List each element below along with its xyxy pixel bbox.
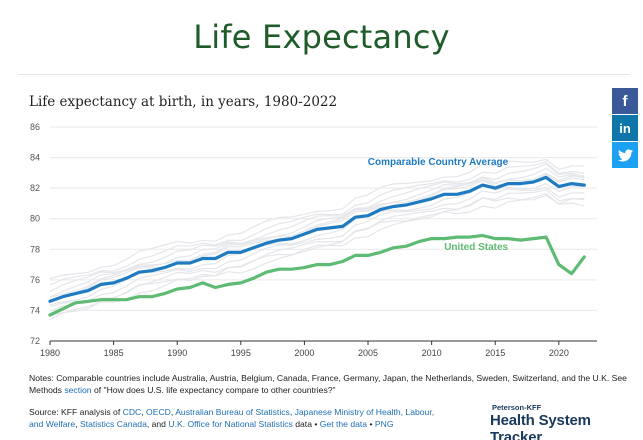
x-tick-label: 2015 xyxy=(485,348,505,358)
methods-section-link[interactable]: section xyxy=(64,385,92,395)
comparable-country-line xyxy=(49,174,585,301)
page-title: Life Expectancy xyxy=(193,18,450,56)
x-tick-label: 1985 xyxy=(104,348,124,358)
divider xyxy=(18,74,630,75)
series-label-united-states: United States xyxy=(444,242,508,253)
brand-logo[interactable]: Peterson-KFF Health System Tracker xyxy=(490,403,630,440)
comparable-country-line xyxy=(49,158,585,280)
comparable-country-line xyxy=(49,172,585,298)
y-tick-label: 84 xyxy=(30,153,40,163)
comparable-country-line xyxy=(49,192,585,321)
brand-small: Peterson-KFF xyxy=(492,403,542,412)
source-link-abs[interactable]: Australian Bureau of Statistics xyxy=(175,407,290,417)
comparable-country-line xyxy=(49,189,585,312)
facebook-icon: f xyxy=(622,92,628,110)
get-data-link[interactable]: Get the data xyxy=(319,419,368,429)
png-download-link[interactable]: PNG xyxy=(374,419,394,429)
series-label-comparable-average: Comparable Country Average xyxy=(368,157,509,168)
x-tick-label: 1990 xyxy=(167,348,187,358)
source-link-statcan[interactable]: Statistics Canada xyxy=(79,419,147,429)
chart-title: Life expectancy at birth, in years, 1980… xyxy=(29,94,338,110)
source-link-oecd[interactable]: OECD xyxy=(146,407,171,417)
facebook-share-button[interactable]: f xyxy=(612,88,638,114)
y-tick-label: 86 xyxy=(30,122,40,132)
y-tick-label: 82 xyxy=(30,183,40,193)
united-states-series-line xyxy=(48,233,586,317)
x-tick-label: 1980 xyxy=(40,348,60,358)
comparable-average-series-line xyxy=(48,175,586,303)
y-tick-label: 76 xyxy=(30,275,40,285)
source-link-japan-mhlw[interactable]: Japanese Ministry of Health, Labour, and… xyxy=(29,407,435,429)
x-tick-label: 2020 xyxy=(549,348,569,358)
x-tick-label: 1995 xyxy=(231,348,251,358)
y-tick-label: 80 xyxy=(30,214,40,224)
y-tick-label: 74 xyxy=(30,305,40,315)
chart-notes: Notes: Comparable countries include Aust… xyxy=(29,373,627,395)
y-tick-label: 78 xyxy=(30,244,40,254)
y-tick-label: 72 xyxy=(30,336,40,346)
comparable-country-line xyxy=(49,167,585,298)
comparable-country-line xyxy=(49,186,585,307)
twitter-icon xyxy=(617,148,633,161)
x-tick-label: 2000 xyxy=(294,348,314,358)
brand-name: Health System Tracker xyxy=(490,412,591,440)
comparable-country-line xyxy=(49,161,585,286)
x-tick-label: 2010 xyxy=(422,348,442,358)
chart-source: Source: KFF analysis of CDC, OECD, Austr… xyxy=(29,407,435,429)
comparable-country-line xyxy=(49,194,585,316)
twitter-share-button[interactable] xyxy=(612,142,638,168)
x-tick-label: 2005 xyxy=(358,348,378,358)
source-link-cdc[interactable]: CDC xyxy=(122,407,142,417)
linkedin-icon: in xyxy=(619,120,631,136)
linkedin-share-button[interactable]: in xyxy=(612,115,638,141)
source-link-uk-ons[interactable]: U.K. Office for National Statistics xyxy=(168,419,293,429)
